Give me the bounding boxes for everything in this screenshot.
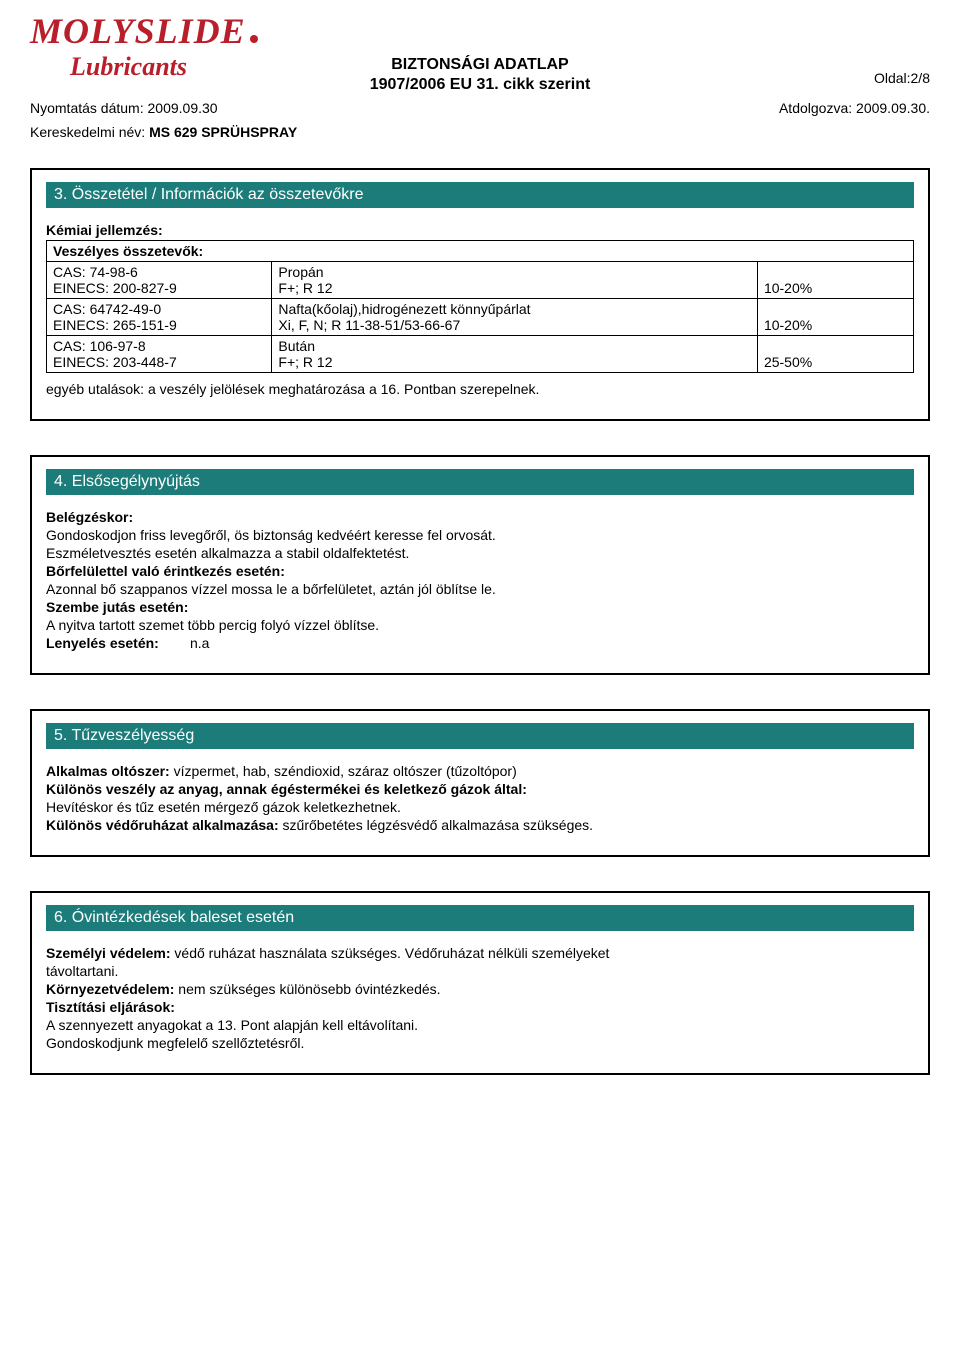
component-name: Bután	[278, 338, 751, 354]
component-percent: 10-20%	[757, 299, 913, 336]
table-row: CAS: 64742-49-0 EINECS: 265-151-9 Nafta(…	[47, 299, 914, 336]
component-percent: 10-20%	[757, 262, 913, 299]
product-label: Kereskedelmi név:	[30, 124, 145, 140]
swallow-label: Lenyelés esetén:	[46, 635, 159, 651]
section-3-note: egyéb utalások: a veszély jelölések megh…	[46, 381, 914, 397]
env-label: Környezetvédelem:	[46, 981, 174, 997]
swallow-text: n.a	[190, 635, 209, 651]
protect-row: Különös védőruházat alkalmazása: szűrőbe…	[46, 817, 914, 833]
product-value: MS 629 SPRÜHSPRAY	[149, 124, 297, 140]
env-text: nem szükséges különösebb óvintézkedés.	[178, 981, 440, 997]
logo-main: MOLYSLIDE	[30, 10, 258, 52]
component-class: F+; R 12	[278, 280, 751, 296]
cas-id: CAS: 106-97-8	[53, 338, 265, 354]
personal-row: Személyi védelem: védő ruházat használat…	[46, 945, 914, 961]
section-6-accident: 6. Óvintézkedések baleset esetén Személy…	[30, 891, 930, 1075]
skin-text: Azonnal bő szappanos vízzel mossa le a b…	[46, 581, 914, 597]
env-row: Környezetvédelem: nem szükséges különöse…	[46, 981, 914, 997]
section-3-title: 3. Összetétel / Információk az összetevő…	[46, 182, 914, 208]
eye-text: A nyitva tartott szemet több percig foly…	[46, 617, 914, 633]
protect-text: szűrőbetétes légzésvédő alkalmazása szük…	[283, 817, 594, 833]
einecs-id: EINECS: 200-827-9	[53, 280, 265, 296]
personal-label: Személyi védelem:	[46, 945, 171, 961]
section-3-composition: 3. Összetétel / Információk az összetevő…	[30, 168, 930, 421]
page-number: Oldal:2/8	[874, 70, 930, 86]
inhale-text-1: Gondoskodjon friss levegőről, ös biztons…	[46, 527, 914, 543]
extinguish-label: Alkalmas oltószer:	[46, 763, 170, 779]
component-percent: 25-50%	[757, 336, 913, 373]
eye-label: Szembe jutás esetén:	[46, 599, 914, 615]
table-row: CAS: 106-97-8 EINECS: 203-448-7 Bután F+…	[47, 336, 914, 373]
section-5-title: 5. Tűzveszélyesség	[46, 723, 914, 749]
clean-text-1: A szennyezett anyagokat a 13. Pont alapj…	[46, 1017, 914, 1033]
print-date: Nyomtatás dátum: 2009.09.30	[30, 100, 218, 116]
danger-text: Hevítéskor és tűz esetén mérgező gázok k…	[46, 799, 914, 815]
component-name: Propán	[278, 264, 751, 280]
hazard-components-table: Veszélyes összetevők: CAS: 74-98-6 EINEC…	[46, 240, 914, 373]
hazard-components-header: Veszélyes összetevők:	[47, 241, 914, 262]
danger-label: Különös veszély az anyag, annak égésterm…	[46, 781, 914, 797]
clean-label: Tisztítási eljárások:	[46, 999, 914, 1015]
clean-text-2: Gondoskodjunk megfelelő szellőztetésről.	[46, 1035, 914, 1051]
section-4-firstaid: 4. Elsősegélynyújtás Belégzéskor: Gondos…	[30, 455, 930, 675]
chemical-characteristics-label: Kémiai jellemzés:	[46, 222, 914, 238]
section-6-title: 6. Óvintézkedések baleset esetén	[46, 905, 914, 931]
swallow-row: Lenyelés esetén: n.a	[46, 635, 914, 651]
cas-id: CAS: 74-98-6	[53, 264, 265, 280]
inhale-text-2: Eszméletvesztés esetén alkalmazza a stab…	[46, 545, 914, 561]
inhale-label: Belégzéskor:	[46, 509, 914, 525]
component-class: F+; R 12	[278, 354, 751, 370]
einecs-id: EINECS: 203-448-7	[53, 354, 265, 370]
product-name: Kereskedelmi név: MS 629 SPRÜHSPRAY	[30, 124, 930, 140]
component-name: Nafta(kőolaj),hidrogénezett könnyűpárlat	[278, 301, 751, 317]
personal-text-2: távoltartani.	[46, 963, 914, 979]
revised-value: 2009.09.30.	[856, 100, 930, 116]
revised-label: Atdolgozva:	[779, 100, 852, 116]
document-header: MOLYSLIDE Lubricants Oldal:2/8 BIZTONSÁG…	[30, 10, 930, 140]
personal-text-1: védő ruházat használata szükséges. Védőr…	[174, 945, 609, 961]
revised-date: Atdolgozva: 2009.09.30.	[779, 100, 930, 116]
ext-row: Alkalmas oltószer: vízpermet, hab, szénd…	[46, 763, 914, 779]
einecs-id: EINECS: 265-151-9	[53, 317, 265, 333]
protect-label: Különös védőruházat alkalmazása:	[46, 817, 279, 833]
section-4-title: 4. Elsősegélynyújtás	[46, 469, 914, 495]
table-row: CAS: 74-98-6 EINECS: 200-827-9 Propán F+…	[47, 262, 914, 299]
component-class: Xi, F, N; R 11-38-51/53-66-67	[278, 317, 751, 333]
extinguish-text: vízpermet, hab, széndioxid, száraz oltós…	[174, 763, 517, 779]
cas-id: CAS: 64742-49-0	[53, 301, 265, 317]
header-meta-row: Nyomtatás dátum: 2009.09.30 Atdolgozva: …	[30, 100, 930, 116]
skin-label: Bőrfelülettel való érintkezés esetén:	[46, 563, 914, 579]
section-5-fire: 5. Tűzveszélyesség Alkalmas oltószer: ví…	[30, 709, 930, 857]
print-date-label: Nyomtatás dátum:	[30, 100, 144, 116]
print-date-value: 2009.09.30	[148, 100, 218, 116]
